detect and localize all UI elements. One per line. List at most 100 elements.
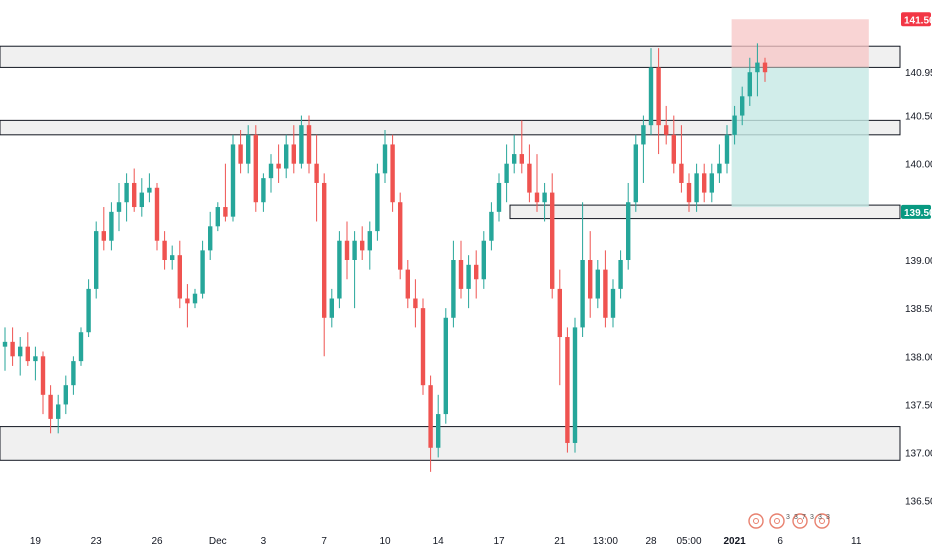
candle-body: [732, 115, 737, 135]
candle: [291, 125, 296, 174]
candle-body: [116, 202, 122, 212]
price-tick-label: 136.500: [905, 497, 932, 508]
candle-body: [671, 134, 676, 164]
candle-body: [33, 356, 38, 362]
candles-layer: [2, 43, 768, 472]
candle-body: [71, 361, 76, 386]
time-tick-label: 11: [851, 536, 862, 547]
position-layer: [731, 19, 869, 208]
candle: [732, 105, 737, 145]
candle: [124, 173, 129, 222]
candle: [626, 182, 631, 270]
time-tick-label: 3: [261, 536, 267, 547]
candle: [200, 240, 205, 299]
time-tick-label: 7: [321, 536, 327, 547]
time-axis[interactable]: 19 23 26 Dec 3 7 10 14 17 21 13:00 28 05:00 2021 6 11: [30, 536, 862, 547]
candle-body: [595, 269, 600, 299]
candle-body: [367, 231, 372, 251]
candle-body: [2, 341, 8, 347]
price-tick-label: 138.500: [905, 304, 932, 315]
candle: [436, 394, 441, 458]
price-tick-label: 137.500: [905, 400, 932, 411]
candle-body: [322, 182, 327, 318]
time-tick-label: Dec: [209, 536, 227, 547]
candle: [208, 211, 213, 260]
candle-body: [154, 187, 160, 241]
candle-body: [679, 163, 684, 183]
candle: [724, 125, 730, 174]
candle-body: [420, 308, 426, 386]
watermark-icon: [753, 518, 759, 524]
watermark-icon: [774, 518, 780, 524]
candle: [512, 134, 517, 174]
candle: [664, 105, 669, 145]
time-tick-label: 19: [30, 536, 42, 547]
candle-body: [284, 144, 289, 169]
watermark-icon: [769, 513, 785, 529]
price-axis[interactable]: 136.500 137.000 137.500 138.000 138.500 139.0…: [901, 12, 932, 508]
candle-body: [10, 341, 15, 357]
candle-body: [253, 134, 258, 203]
zone-box: [0, 426, 901, 461]
candle: [694, 163, 699, 212]
candle-body: [268, 163, 274, 179]
candle-body: [132, 182, 137, 208]
price-tick-label: 140.500: [905, 112, 932, 123]
candle: [63, 375, 68, 415]
candle: [747, 57, 752, 106]
price-badge-bg: [901, 204, 931, 219]
price-tick-label: 137.000: [905, 449, 932, 460]
time-tick-label: 21: [554, 536, 566, 547]
candle-body: [588, 260, 593, 299]
time-tick-label: 23: [91, 536, 103, 547]
candle-body: [527, 163, 532, 193]
candle-body: [94, 231, 99, 289]
time-tick-label: 26: [151, 536, 163, 547]
candle: [101, 207, 106, 251]
candle: [390, 134, 395, 212]
candle-body: [489, 211, 494, 241]
candle-body: [299, 125, 304, 164]
candle: [268, 154, 274, 193]
candle: [238, 130, 243, 174]
candle-body: [504, 163, 509, 183]
candle-body: [192, 293, 198, 304]
candle-body: [215, 207, 220, 227]
candle: [633, 134, 638, 212]
candle-body: [428, 385, 433, 448]
candle-body: [557, 288, 562, 338]
candle: [375, 163, 380, 241]
candle: [443, 308, 448, 424]
candle: [679, 125, 684, 193]
time-tick-label: 17: [493, 536, 505, 547]
candle-body: [747, 72, 752, 97]
candle: [314, 134, 319, 222]
candle: [299, 115, 304, 169]
zones-layer: [0, 45, 901, 461]
candle-body: [626, 202, 631, 260]
candle-body: [436, 414, 441, 448]
candle: [154, 182, 160, 251]
candle-body: [466, 264, 471, 289]
candle-body: [458, 260, 464, 289]
candle-body: [398, 202, 403, 270]
candle-body: [56, 404, 61, 419]
candle-body: [717, 163, 722, 174]
candle: [481, 231, 486, 289]
candle-body: [344, 240, 350, 260]
candle-body: [185, 298, 190, 304]
price-tick-label: 140.000: [905, 160, 932, 171]
candle-body: [48, 394, 53, 419]
candle: [109, 202, 114, 251]
candle: [94, 221, 99, 299]
candle-body: [63, 385, 68, 405]
candle-body: [162, 240, 167, 260]
candle-body: [572, 327, 578, 443]
candle: [56, 394, 61, 434]
price-tick-label: 139.000: [905, 256, 932, 267]
candle: [709, 163, 714, 203]
candle: [572, 317, 578, 453]
